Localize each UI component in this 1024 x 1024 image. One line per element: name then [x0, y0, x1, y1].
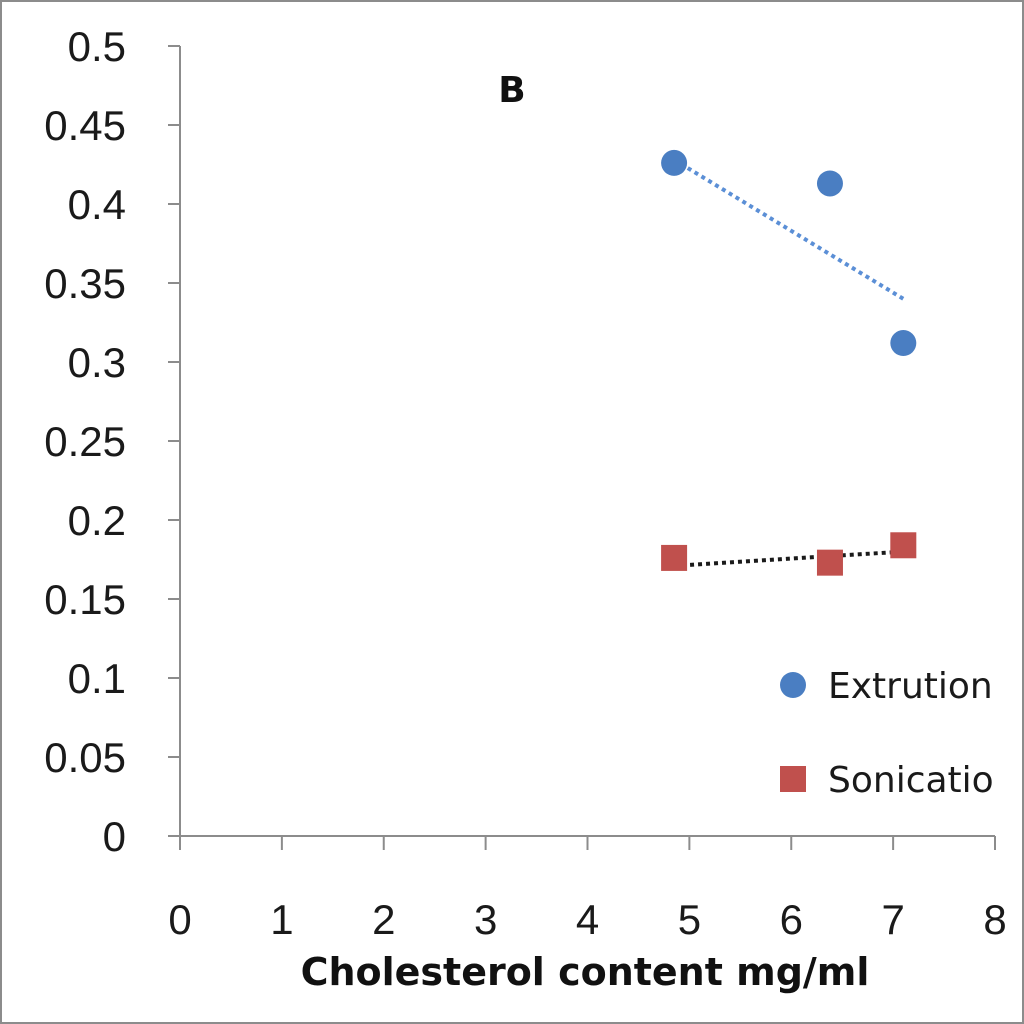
point-extrution: [661, 149, 688, 176]
y-tick-label: 0.25: [44, 418, 126, 465]
point-sonicatio: [890, 532, 917, 559]
legend-marker-sonicatio: [780, 766, 806, 792]
x-tick-label: 5: [678, 896, 701, 943]
y-axis-ticks: 0 0.05 0.1 0.15 0.2 0.25 0.3 0.35 0.4 0.45 0.5: [44, 23, 180, 860]
point-sonicatio: [816, 549, 843, 576]
point-extrution: [890, 330, 917, 357]
panel-label: B: [498, 70, 525, 111]
y-tick-label: 0.15: [44, 576, 126, 623]
x-tick-label: 3: [474, 896, 497, 943]
legend-label-extrution: Extrution: [828, 666, 993, 707]
x-tick-label: 1: [270, 896, 293, 943]
x-tick-label: 4: [576, 896, 599, 943]
y-tick-label: 0.45: [44, 102, 126, 149]
y-tick-label: 0.2: [68, 497, 126, 544]
y-tick-label: 0.05: [44, 734, 126, 781]
y-tick-label: 0.3: [68, 339, 126, 386]
legend: Extrution Sonicatio: [780, 666, 994, 801]
y-tick-label: 0.4: [68, 181, 126, 228]
point-extrution: [816, 170, 843, 197]
trendlines: [673, 158, 905, 568]
y-tick-label: 0.35: [44, 260, 126, 307]
x-axis-ticks: 0 1 2 3 4 5 6 7 8: [168, 836, 1007, 943]
x-tick-label: 0: [168, 896, 191, 943]
legend-label-sonicatio: Sonicatio: [828, 760, 994, 801]
y-tick-label: 0.5: [68, 23, 126, 70]
y-tick-label: 0: [103, 813, 126, 860]
legend-marker-extrution: [780, 672, 806, 698]
x-tick-label: 2: [372, 896, 395, 943]
x-tick-label: 7: [881, 896, 904, 943]
point-sonicatio: [661, 544, 688, 571]
data-points: [661, 149, 917, 576]
x-tick-label: 8: [983, 896, 1006, 943]
trendline-sonicatio: [673, 549, 904, 568]
trendline-extrution: [673, 158, 905, 301]
x-axis-label: Cholesterol content mg/ml: [301, 950, 870, 994]
x-tick-label: 6: [780, 896, 803, 943]
axes: [179, 46, 995, 837]
y-tick-label: 0.1: [68, 655, 126, 702]
